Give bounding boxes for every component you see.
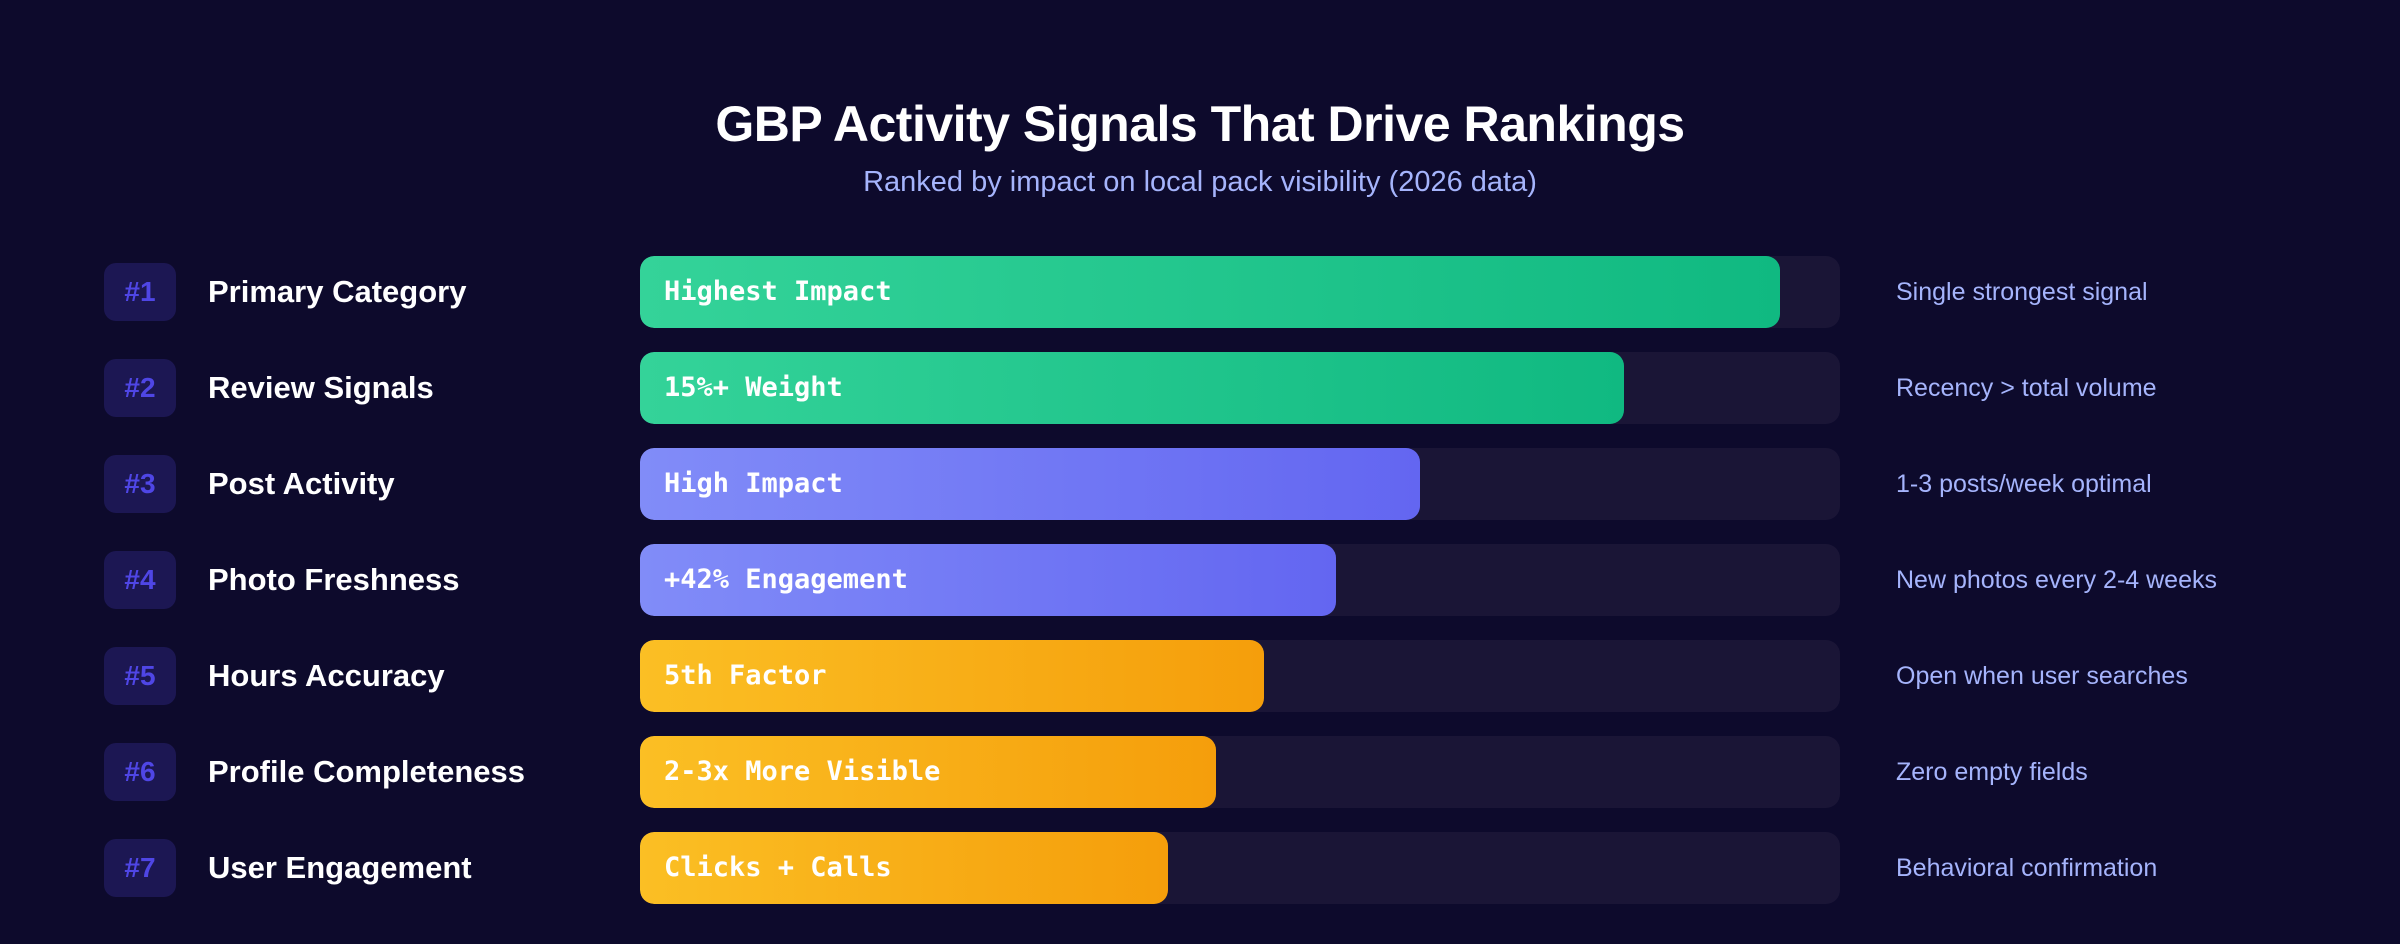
bar-track: High Impact — [640, 448, 1840, 520]
chart-subtitle: Ranked by impact on local pack visibilit… — [863, 166, 1537, 198]
row-note: Single strongest signal — [1896, 278, 2148, 306]
row-note: Recency > total volume — [1896, 374, 2157, 402]
bar: 5th Factor — [640, 640, 1264, 712]
bar-label: 2-3x More Visible — [664, 756, 941, 787]
chart-title: GBP Activity Signals That Drive Rankings — [715, 96, 1685, 152]
row-note: Zero empty fields — [1896, 758, 2088, 786]
rank-badge: #2 — [104, 359, 176, 417]
bar: Highest Impact — [640, 256, 1780, 328]
factor-label: User Engagement — [208, 850, 472, 885]
row-note: New photos every 2-4 weeks — [1896, 566, 2217, 594]
row-note: Behavioral confirmation — [1896, 854, 2158, 882]
bar-label: High Impact — [664, 468, 843, 499]
chart-row: #5 Hours Accuracy 5th Factor Open when user… — [0, 640, 2400, 712]
chart-row: #1 Primary Category Highest Impact Single s… — [0, 256, 2400, 328]
factor-label: Review Signals — [208, 370, 434, 405]
bar-label: Clicks + Calls — [664, 852, 892, 883]
bar: Clicks + Calls — [640, 832, 1168, 904]
bar: 15%+ Weight — [640, 352, 1624, 424]
bar: +42% Engagement — [640, 544, 1336, 616]
chart-row: #3 Post Activity High Impact 1-3 posts/week… — [0, 448, 2400, 520]
row-note: Open when user searches — [1896, 662, 2188, 690]
chart-row: #7 User Engagement Clicks + Calls Behaviora… — [0, 832, 2400, 904]
bar-label: 15%+ Weight — [664, 372, 843, 403]
rank-badge: #4 — [104, 551, 176, 609]
bar-track: Highest Impact — [640, 256, 1840, 328]
rank-badge: #7 — [104, 839, 176, 897]
bar-label: Highest Impact — [664, 276, 892, 307]
rank-badge: #1 — [104, 263, 176, 321]
chart-row: #2 Review Signals 15%+ Weight Recency > tot… — [0, 352, 2400, 424]
bar: High Impact — [640, 448, 1420, 520]
bar-track: 2-3x More Visible — [640, 736, 1840, 808]
bar: 2-3x More Visible — [640, 736, 1216, 808]
rank-badge: #5 — [104, 647, 176, 705]
row-note: 1-3 posts/week optimal — [1896, 470, 2152, 498]
bar-track: Clicks + Calls — [640, 832, 1840, 904]
factor-label: Post Activity — [208, 466, 395, 501]
bar-track: +42% Engagement — [640, 544, 1840, 616]
rank-badge: #3 — [104, 455, 176, 513]
bar-label: 5th Factor — [664, 660, 827, 691]
bar-label: +42% Engagement — [664, 564, 908, 595]
bar-track: 5th Factor — [640, 640, 1840, 712]
chart-row: #4 Photo Freshness +42% Engagement New phot… — [0, 544, 2400, 616]
factor-label: Photo Freshness — [208, 562, 460, 597]
factor-label: Primary Category — [208, 274, 467, 309]
bar-track: 15%+ Weight — [640, 352, 1840, 424]
chart-row: #6 Profile Completeness 2-3x More Visible Z… — [0, 736, 2400, 808]
factor-label: Hours Accuracy — [208, 658, 445, 693]
factor-label: Profile Completeness — [208, 754, 525, 789]
rank-badge: #6 — [104, 743, 176, 801]
